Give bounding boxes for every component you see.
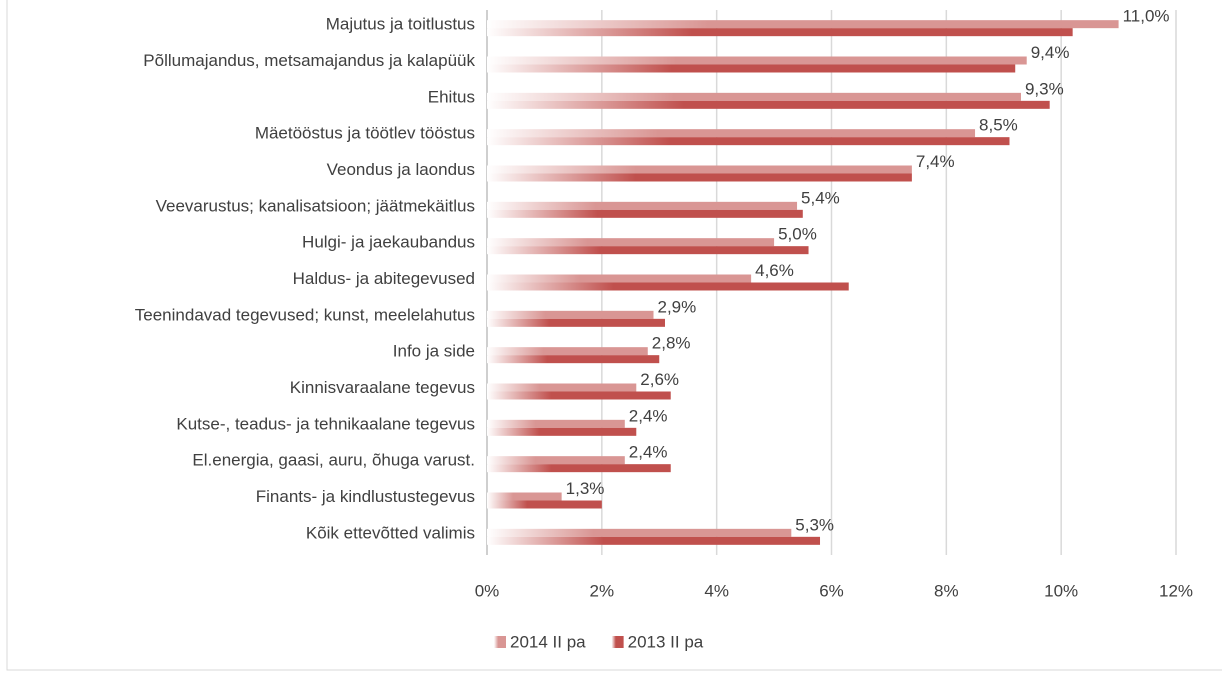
bar xyxy=(487,137,1010,146)
bar xyxy=(487,100,1050,109)
bar xyxy=(487,28,1073,37)
y-tick-label: Kutse-, teadus- ja tehnikaalane tegevus xyxy=(176,414,475,433)
bar xyxy=(487,64,1016,73)
bar xyxy=(487,419,625,428)
x-tick-label: 10% xyxy=(1044,581,1078,600)
legend-label: 2014 II pa xyxy=(510,632,586,651)
bar xyxy=(487,500,602,509)
legend-label: 2013 II pa xyxy=(628,632,704,651)
bar xyxy=(487,238,775,247)
data-label: 2,6% xyxy=(640,370,679,389)
bar xyxy=(487,391,671,400)
y-tick-label: Teenindavad tegevused; kunst, meelelahut… xyxy=(135,305,475,324)
bar xyxy=(487,165,912,174)
data-label: 2,8% xyxy=(652,334,691,353)
bar xyxy=(487,318,665,327)
x-tick-label: 2% xyxy=(590,581,615,600)
y-tick-label: Hulgi- ja jaekaubandus xyxy=(302,233,475,252)
y-tick-label: Veondus ja laondus xyxy=(327,160,475,179)
data-label: 11,0% xyxy=(1123,7,1170,26)
bar xyxy=(487,201,798,210)
chart-border xyxy=(6,0,1222,671)
bar xyxy=(487,347,648,356)
bar xyxy=(487,129,976,138)
data-label: 1,3% xyxy=(566,479,605,498)
data-label: 2,4% xyxy=(629,406,668,425)
y-tick-label: Põllumajandus, metsamajandus ja kalapüük xyxy=(143,51,475,70)
bar xyxy=(487,246,809,255)
bar xyxy=(487,20,1119,29)
y-tick-label: Finants- ja kindlustustegevus xyxy=(256,487,475,506)
bar xyxy=(487,173,912,182)
bar xyxy=(487,209,803,218)
x-tick-label: 4% xyxy=(704,581,729,600)
data-label: 2,9% xyxy=(658,297,697,316)
y-tick-label: Majutus ja toitlustus xyxy=(326,15,475,34)
bar xyxy=(487,464,671,473)
bar xyxy=(487,492,562,501)
y-tick-label: Ehitus xyxy=(428,87,475,106)
bar xyxy=(487,536,821,545)
y-tick-label: Kõik ettevõtted valimis xyxy=(306,523,475,542)
y-tick-label: Info ja side xyxy=(393,342,475,361)
bar xyxy=(487,274,752,283)
y-tick-label: Kinnisvaraalane tegevus xyxy=(290,378,475,397)
x-tick-label: 12% xyxy=(1159,581,1193,600)
data-label: 4,6% xyxy=(755,261,794,280)
x-tick-label: 0% xyxy=(475,581,500,600)
bar xyxy=(487,56,1027,65)
bar xyxy=(487,528,792,537)
bar xyxy=(487,427,637,436)
x-tick-label: 8% xyxy=(934,581,959,600)
x-tick-label: 6% xyxy=(819,581,844,600)
data-label: 8,5% xyxy=(979,116,1018,135)
data-label: 9,3% xyxy=(1025,79,1064,98)
bar xyxy=(487,282,849,291)
y-tick-label: Haldus- ja abitegevused xyxy=(293,269,475,288)
bar xyxy=(487,383,637,392)
data-label: 5,3% xyxy=(795,515,834,534)
data-label: 5,0% xyxy=(778,225,817,244)
legend-swatch xyxy=(611,636,624,648)
data-label: 9,4% xyxy=(1031,43,1070,62)
legend-swatch xyxy=(494,636,506,648)
bar xyxy=(487,355,660,364)
data-label: 7,4% xyxy=(916,152,955,171)
y-tick-label: Mäetööstus ja töötlev tööstus xyxy=(255,124,475,143)
bar xyxy=(487,456,625,465)
data-label: 5,4% xyxy=(801,188,840,207)
bar xyxy=(487,92,1021,101)
bar xyxy=(487,310,654,319)
data-label: 2,4% xyxy=(629,443,668,462)
y-tick-label: Veevarustus; kanalisatsioon; jäätmekäitl… xyxy=(156,196,475,215)
y-tick-label: El.energia, gaasi, auru, õhuga varust. xyxy=(192,451,475,470)
